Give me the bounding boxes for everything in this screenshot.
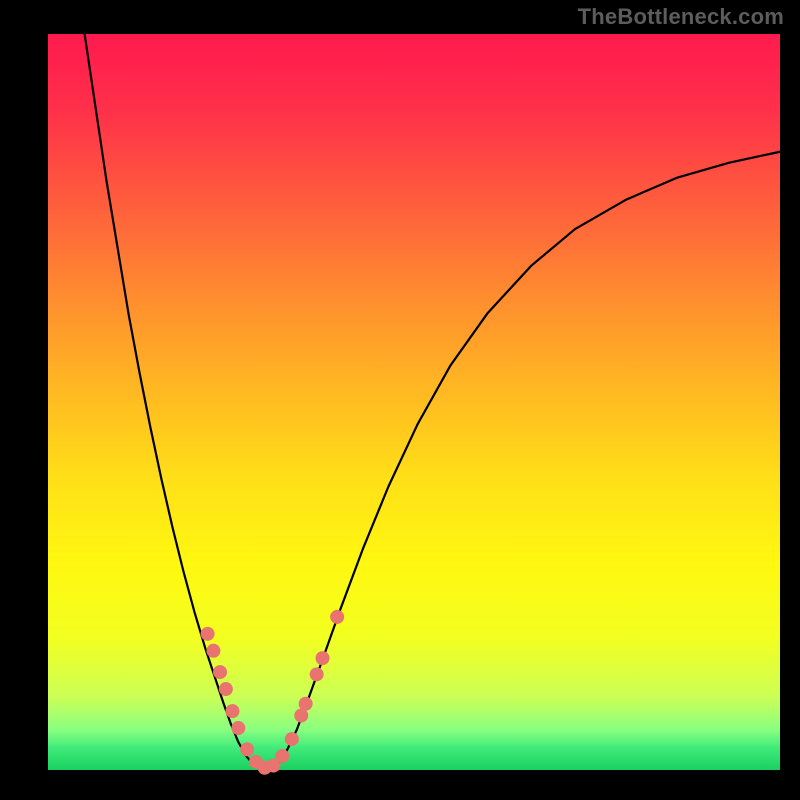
curve-marker — [285, 733, 298, 746]
curve-marker — [226, 705, 239, 718]
curve-marker — [295, 709, 308, 722]
curve-marker — [276, 750, 289, 763]
curve-marker — [316, 652, 329, 665]
curve-marker — [299, 697, 312, 710]
curve-marker — [331, 610, 344, 623]
curve-marker — [214, 666, 227, 679]
curve-marker — [219, 683, 232, 696]
attribution-text: TheBottleneck.com — [578, 4, 784, 30]
curve-marker — [310, 668, 323, 681]
curve-marker — [207, 644, 220, 657]
curve-marker — [201, 627, 214, 640]
curve-marker — [241, 743, 254, 756]
chart-container: TheBottleneck.com — [0, 0, 800, 800]
bottleneck-curve — [85, 34, 780, 770]
curve-marker — [232, 722, 245, 735]
chart-svg — [0, 0, 800, 800]
